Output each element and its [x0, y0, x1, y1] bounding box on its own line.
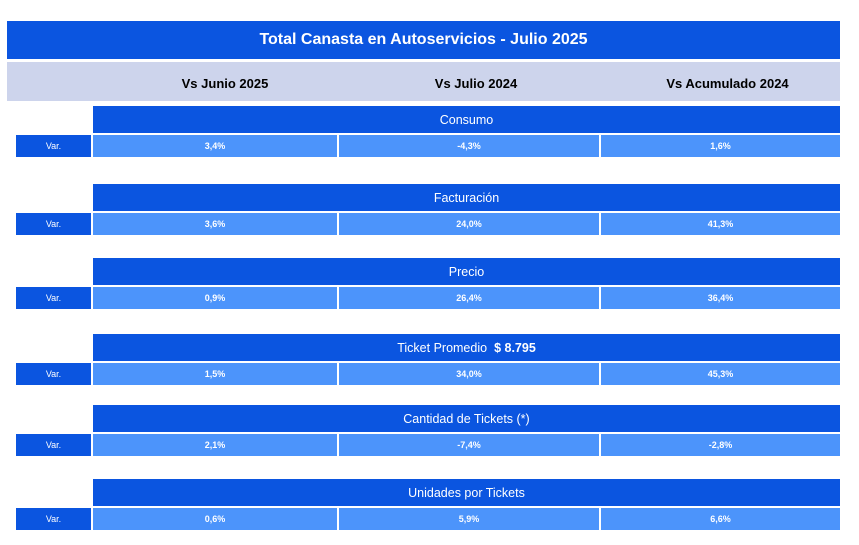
- section-title: Unidades por Tickets: [93, 479, 840, 506]
- section-title-label: Unidades por Tickets: [408, 485, 525, 500]
- value-cell-vs-acumulado-2024: 1,6%: [601, 135, 840, 157]
- section-title: Ticket Promedio $ 8.795: [93, 334, 840, 361]
- section-cantidad-de-tickets: Cantidad de Tickets (*) Var. 2,1% -7,4% …: [0, 405, 859, 461]
- value-cell-vs-acumulado-2024: 36,4%: [601, 287, 840, 309]
- section-title: Consumo: [93, 106, 840, 133]
- value-cell-vs-junio-2025: 1,5%: [93, 363, 337, 385]
- var-label: Var.: [16, 287, 91, 309]
- section-title-label: Consumo: [439, 112, 494, 127]
- section-unidades-por-tickets: Unidades por Tickets Var. 0,6% 5,9% 6,6%: [0, 479, 859, 535]
- section-title-label: Facturación: [433, 190, 500, 205]
- section-title: Facturación: [93, 184, 840, 211]
- column-header-vs-junio-2025: Vs Junio 2025: [181, 76, 269, 91]
- section-title-label: Cantidad de Tickets (*): [403, 411, 530, 426]
- section-consumo: Consumo Var. 3,4% -4,3% 1,6%: [0, 106, 859, 162]
- column-header-vs-julio-2024: Vs Julio 2024: [434, 76, 518, 91]
- section-ticket-promedio: Ticket Promedio $ 8.795 Var. 1,5% 34,0% …: [0, 334, 859, 390]
- value-cell-vs-acumulado-2024: 45,3%: [601, 363, 840, 385]
- var-label: Var.: [16, 363, 91, 385]
- var-label: Var.: [16, 135, 91, 157]
- section-title: Cantidad de Tickets (*): [93, 405, 840, 432]
- value-cell-vs-julio-2024: -4,3%: [339, 135, 599, 157]
- value-cell-vs-julio-2024: 5,9%: [339, 508, 599, 530]
- section-title-label: Precio: [448, 264, 485, 279]
- column-header-row: Vs Junio 2025 Vs Julio 2024 Vs Acumulado…: [7, 62, 840, 101]
- value-cell-vs-junio-2025: 0,6%: [93, 508, 337, 530]
- section-title-label: Ticket Promedio: [397, 340, 488, 355]
- value-cell-vs-junio-2025: 3,6%: [93, 213, 337, 235]
- var-label: Var.: [16, 213, 91, 235]
- section-facturacion: Facturación Var. 3,6% 24,0% 41,3%: [0, 184, 859, 240]
- value-cell-vs-junio-2025: 2,1%: [93, 434, 337, 456]
- value-cell-vs-julio-2024: 24,0%: [339, 213, 599, 235]
- value-cell-vs-acumulado-2024: -2,8%: [601, 434, 840, 456]
- report-title: Total Canasta en Autoservicios - Julio 2…: [7, 21, 840, 59]
- var-label: Var.: [16, 434, 91, 456]
- value-cell-vs-julio-2024: -7,4%: [339, 434, 599, 456]
- section-precio: Precio Var. 0,9% 26,4% 36,4%: [0, 258, 859, 314]
- value-cell-vs-acumulado-2024: 6,6%: [601, 508, 840, 530]
- value-cell-vs-junio-2025: 3,4%: [93, 135, 337, 157]
- column-header-vs-acumulado-2024: Vs Acumulado 2024: [666, 76, 789, 91]
- value-cell-vs-junio-2025: 0,9%: [93, 287, 337, 309]
- value-cell-vs-julio-2024: 26,4%: [339, 287, 599, 309]
- ticket-promedio-amount: $ 8.795: [494, 340, 536, 355]
- value-cell-vs-julio-2024: 34,0%: [339, 363, 599, 385]
- value-cell-vs-acumulado-2024: 41,3%: [601, 213, 840, 235]
- var-label: Var.: [16, 508, 91, 530]
- section-title: Precio: [93, 258, 840, 285]
